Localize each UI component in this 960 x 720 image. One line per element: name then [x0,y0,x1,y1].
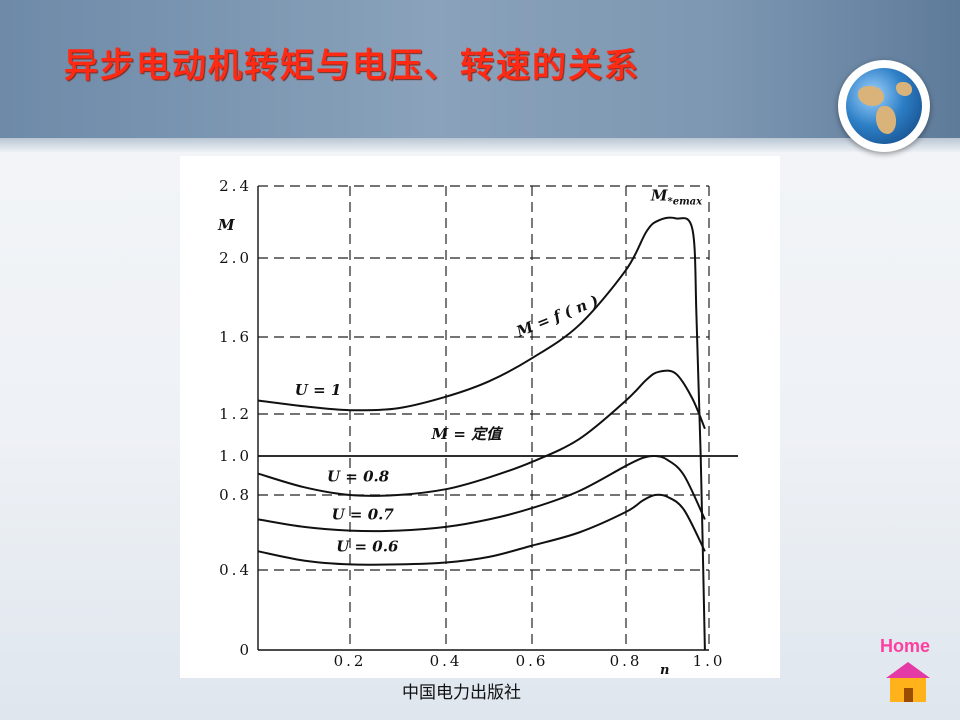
home-door-icon [904,688,913,702]
y-tick-label: 1.0 [219,447,252,465]
annotation-subscript: *emax [668,196,704,207]
grid-layer [258,185,710,650]
globe-land-1 [858,86,884,106]
slide-title: 异步电动机转矩与电压、转速的关系 [64,46,640,86]
x-tick-label: 0.6 [516,652,549,670]
globe-sphere [846,68,922,144]
x-tick-label: 0.4 [430,652,463,670]
series-u1-line [257,216,706,651]
globe-land-3 [896,82,912,96]
annotation-m-const: M = 定值 [431,425,505,443]
torque-speed-chart: 0.2 0.4 0.6 0.8 1.000.40.81.01.21.62.02.4Mn … [217,177,738,678]
x-axis-label: n [660,663,669,678]
series-u06-line [257,493,706,566]
annotation-u06: U = 0.6 [336,537,399,555]
home-label: Home [880,636,931,656]
y-tick-label: 2.0 [219,249,252,267]
y-tick-label: 0.8 [219,486,252,504]
annotation-u07: U = 0.7 [332,505,395,523]
y-tick-label: 1.2 [219,405,252,423]
series-layer [257,216,738,651]
x-tick-label: 1.0 [693,652,726,670]
globe-icon [838,60,930,152]
axis-layer: 0.2 0.4 0.6 0.8 1.0 0 0.4 0.8 1.0 1.2 1.6 2.0 2.4 Mn [217,177,726,678]
series-u07-line [257,454,706,533]
title-banner [0,0,960,138]
y-tick-label: 0.4 [219,561,252,579]
home-button[interactable]: Home [876,636,940,706]
y-tick-label: 2.4 [219,177,252,195]
y-tick-label: 1.6 [219,328,252,346]
y-tick-label: 0 [239,641,252,659]
annotation-m-emax: M*emax [650,186,703,207]
banner-shadow [0,138,960,152]
annotation-u08: U = 0.8 [327,467,390,485]
publisher-text: 中国电力出版社 [402,683,521,703]
series-u08-line [257,369,706,497]
x-tick-label: 0.2 [334,652,367,670]
home-roof-icon [886,662,930,678]
x-tick-label: 0.8 [610,652,643,670]
y-axis-label: M [217,216,235,234]
globe-land-2 [876,106,896,134]
annotation-u1: U = 1 [295,381,342,399]
